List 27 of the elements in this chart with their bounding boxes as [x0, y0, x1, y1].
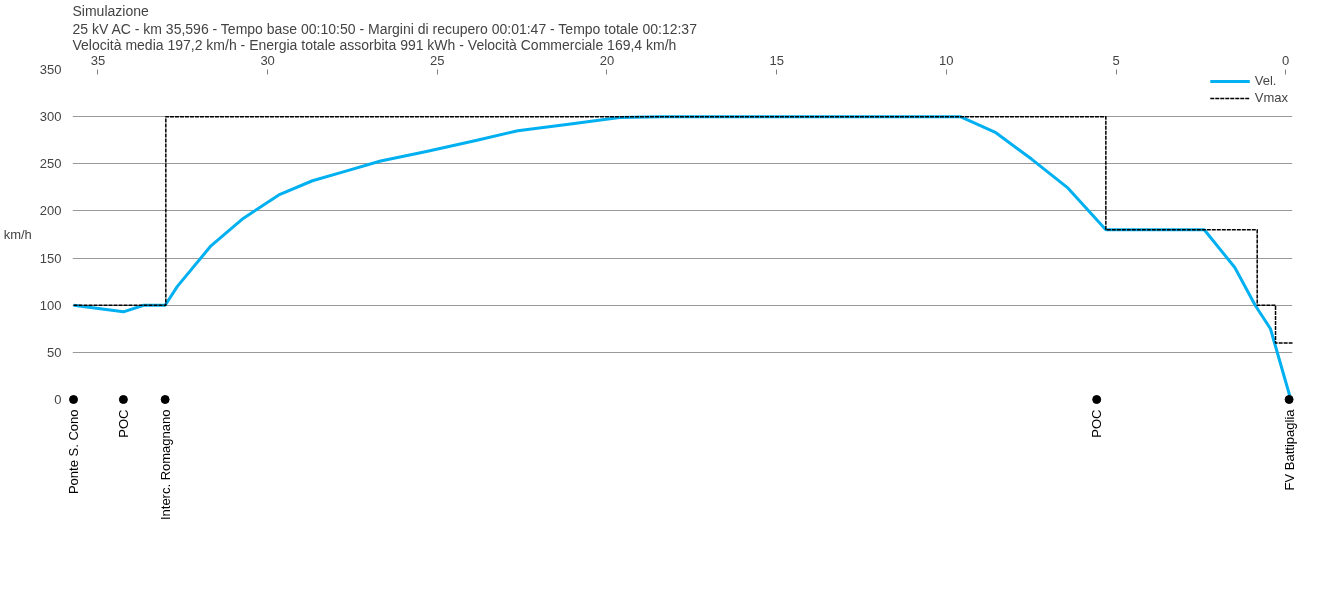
x-tick-label: 10 — [939, 52, 954, 68]
y-tick-label: 300 — [39, 109, 62, 125]
x-tick-label: 15 — [769, 52, 784, 68]
line-series — [72, 115, 1294, 344]
y-axis-title: km/h — [3, 227, 32, 242]
chart-title: Simulazione — [72, 2, 149, 19]
y-tick-label: 350 — [39, 62, 62, 77]
chart-subtitle: 25 kV AC - km 35,596 - Tempo base 00:10:50 - Margini di recupero 00:01:47 - Tempo totale 00:12:37 Velocità media 197,2 km/h - Energia totale assorbita 991 kWh - Velocità Commerciale 169,4 km/h — [72, 20, 698, 53]
y-tick-label: 50 — [47, 344, 62, 360]
x-tick-label: 20 — [599, 52, 615, 68]
annotation: Interc. Romagnano — [157, 409, 173, 521]
annotation: Ponte S. Cono — [66, 409, 82, 495]
legend-label: Vel. — [1254, 73, 1277, 88]
y-tick-label: 150 — [39, 250, 62, 266]
x-tick-label: 30 — [260, 52, 275, 68]
y-tick-label: 200 — [39, 203, 62, 219]
x-tick-label: 0 — [1282, 52, 1290, 68]
annotation: POC — [1089, 409, 1105, 438]
y-tick-label: 100 — [39, 297, 62, 313]
annotation: POC — [115, 409, 131, 438]
annotation: FV Battipaglia — [1281, 408, 1297, 491]
x-tick-label: 25 — [430, 52, 445, 68]
x-tick-label: 35 — [90, 52, 106, 68]
y-tick-label: 250 — [39, 156, 62, 172]
y-tick-label: 0 — [54, 392, 62, 407]
x-tick-label: 5 — [1112, 52, 1120, 68]
legend-label: Vmax — [1254, 90, 1288, 105]
